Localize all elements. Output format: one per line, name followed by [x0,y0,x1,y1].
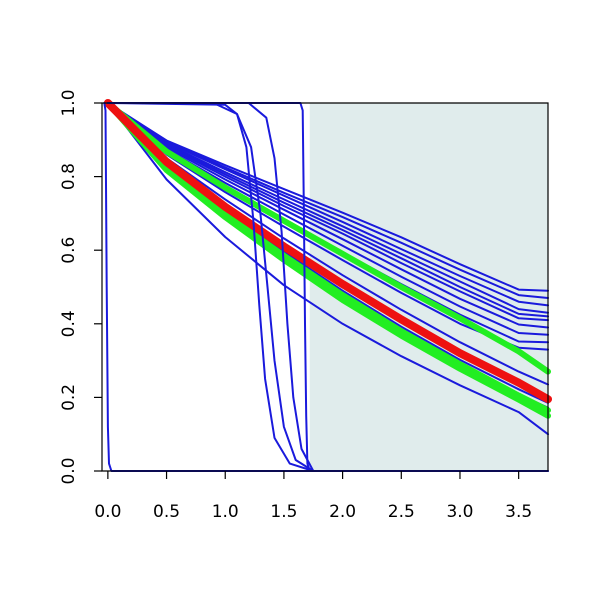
x-tick-label: 0.5 [153,502,180,522]
x-tick-label: 2.5 [388,502,415,522]
plot-frame [101,102,549,472]
series-line-green-15 [104,100,551,375]
plot-area [103,99,552,472]
series-line-red-18 [103,99,552,404]
y-tick-label: 1.0 [59,89,79,116]
x-tick-label: 3.5 [505,502,532,522]
x-axis: 0.0 0.5 1.0 1.5 2.0 2.5 3.0 3.5 [94,471,532,522]
series-line-blue-0 [106,102,549,292]
y-tick-label: 0.2 [59,384,79,411]
series-line-blue-6 [106,102,549,329]
series-line-blue-5 [106,102,549,322]
series-line-blue-1 [106,102,549,299]
y-tick-label: 0.6 [59,237,79,264]
x-tick-label: 2.0 [329,502,356,522]
x-tick-label: 3.0 [446,502,473,522]
y-axis: 0.0 0.2 0.4 0.6 0.8 1.0 [59,89,102,485]
series-line-blue-21 [106,102,315,472]
series-line-blue-4 [106,102,549,318]
y-tick-label: 0.4 [59,310,79,337]
series-line-blue-23 [106,102,315,472]
y-tick-label: 0.8 [59,163,79,190]
series-line-blue-14 [106,102,549,436]
axes: 0.0 0.5 1.0 1.5 2.0 2.5 3.0 3.5 0.0 0.2 0.4 0.6 0.8… [59,89,549,522]
series-line-blue-22 [106,102,315,472]
x-tick-label: 1.5 [270,502,297,522]
series-line-blue-2 [106,102,549,307]
series-line-blue-3 [106,102,549,314]
x-tick-label: 0.0 [94,502,121,522]
x-tick-label: 1.0 [212,502,239,522]
y-tick-label: 0.0 [59,457,79,484]
series-line-green-17 [104,100,551,419]
